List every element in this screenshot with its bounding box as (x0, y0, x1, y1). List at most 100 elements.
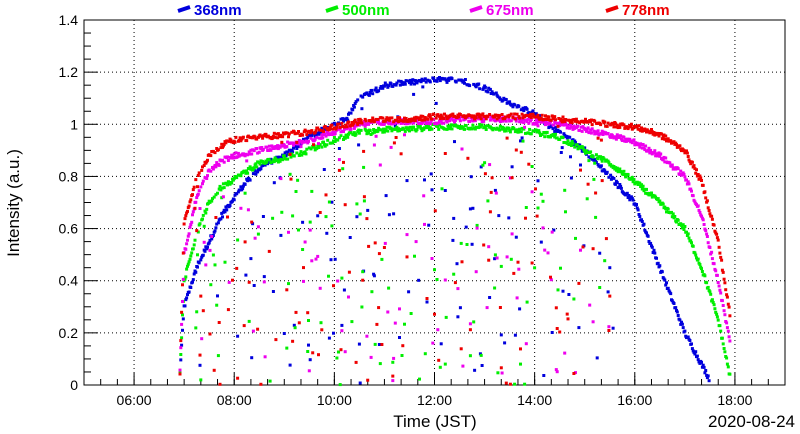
data-point (687, 158, 691, 162)
data-point (352, 105, 356, 109)
data-point (493, 115, 497, 119)
data-point (724, 288, 728, 292)
data-point (486, 114, 490, 118)
data-point (185, 211, 189, 215)
data-point (483, 172, 487, 176)
data-point (180, 343, 184, 347)
data-point (695, 256, 698, 260)
data-point (653, 149, 657, 153)
data-point (689, 162, 693, 166)
data-point (268, 379, 272, 383)
data-point (372, 272, 376, 276)
data-point (515, 128, 519, 132)
data-point (649, 193, 653, 197)
data-point (586, 126, 590, 130)
data-point (592, 177, 596, 181)
data-point (499, 264, 503, 268)
data-point (624, 137, 628, 141)
data-point (656, 197, 660, 201)
data-point (704, 369, 708, 372)
data-point (433, 209, 437, 213)
data-point (317, 132, 320, 136)
data-point (378, 362, 382, 366)
data-point (353, 102, 357, 105)
data-point (706, 241, 710, 245)
data-point (631, 126, 635, 130)
data-point (180, 310, 184, 314)
data-point (504, 381, 508, 385)
data-point (508, 119, 512, 123)
data-point (317, 142, 320, 146)
data-point (203, 176, 207, 180)
data-point (413, 116, 416, 120)
data-point (478, 122, 482, 126)
data-point (716, 318, 720, 322)
data-point (591, 247, 595, 251)
data-point (235, 192, 239, 196)
data-point (638, 145, 642, 149)
data-point (604, 124, 608, 128)
data-point (226, 183, 229, 187)
data-point (571, 118, 575, 122)
series-778nm (178, 112, 732, 386)
data-point (216, 221, 220, 225)
data-point (302, 130, 306, 134)
data-point (392, 83, 396, 87)
data-point (635, 206, 639, 210)
data-point (455, 262, 459, 266)
data-point (396, 129, 400, 133)
data-point (377, 306, 381, 310)
data-point (347, 111, 351, 115)
data-point (437, 127, 441, 131)
data-point (345, 125, 349, 129)
data-point (436, 328, 440, 332)
data-point (581, 125, 585, 129)
data-point (324, 134, 328, 138)
data-point (235, 176, 239, 180)
data-point (453, 120, 456, 124)
data-point (473, 127, 477, 131)
data-point (399, 128, 403, 131)
data-point (249, 136, 253, 140)
data-point (193, 206, 197, 210)
data-point (317, 146, 320, 149)
data-point (719, 255, 723, 259)
data-point (211, 149, 215, 153)
data-point (678, 144, 682, 148)
data-point (504, 119, 508, 123)
data-point (649, 130, 653, 134)
data-point (545, 118, 549, 121)
data-point (280, 210, 284, 214)
data-point (410, 128, 414, 132)
data-point (370, 118, 374, 122)
data-point (628, 137, 632, 141)
data-point (381, 130, 385, 134)
data-point (468, 114, 472, 118)
data-point (514, 119, 518, 123)
data-point (408, 129, 411, 133)
data-point (234, 135, 238, 139)
data-point (647, 240, 651, 243)
data-point (276, 132, 280, 136)
data-point (626, 173, 630, 177)
data-point (608, 266, 612, 270)
data-point (199, 294, 203, 298)
data-point (258, 133, 262, 137)
data-point (638, 215, 642, 218)
data-point (189, 286, 193, 289)
data-point (568, 135, 572, 139)
data-point (309, 136, 313, 140)
legend-label: 500nm (342, 2, 390, 19)
data-point (481, 116, 485, 120)
data-point (527, 162, 531, 166)
data-point (525, 107, 529, 111)
data-point (206, 201, 210, 205)
data-point (220, 142, 224, 146)
data-point (550, 230, 554, 234)
data-point (299, 150, 303, 154)
data-point (706, 285, 710, 289)
data-point (603, 120, 607, 124)
data-point (244, 171, 248, 175)
data-points (178, 76, 732, 387)
data-point (629, 177, 633, 181)
